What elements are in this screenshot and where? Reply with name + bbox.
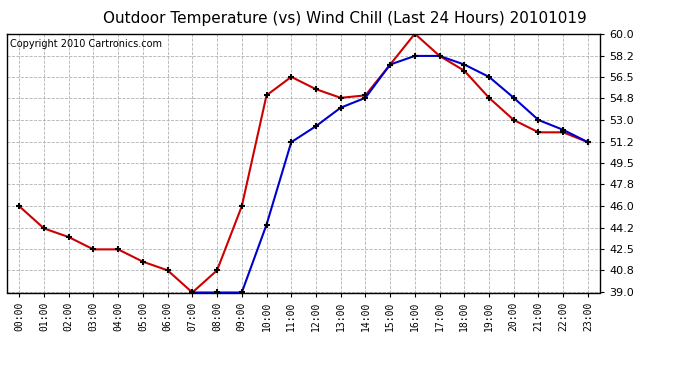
Text: Outdoor Temperature (vs) Wind Chill (Last 24 Hours) 20101019: Outdoor Temperature (vs) Wind Chill (Las… — [103, 11, 587, 26]
Text: Copyright 2010 Cartronics.com: Copyright 2010 Cartronics.com — [10, 39, 162, 49]
